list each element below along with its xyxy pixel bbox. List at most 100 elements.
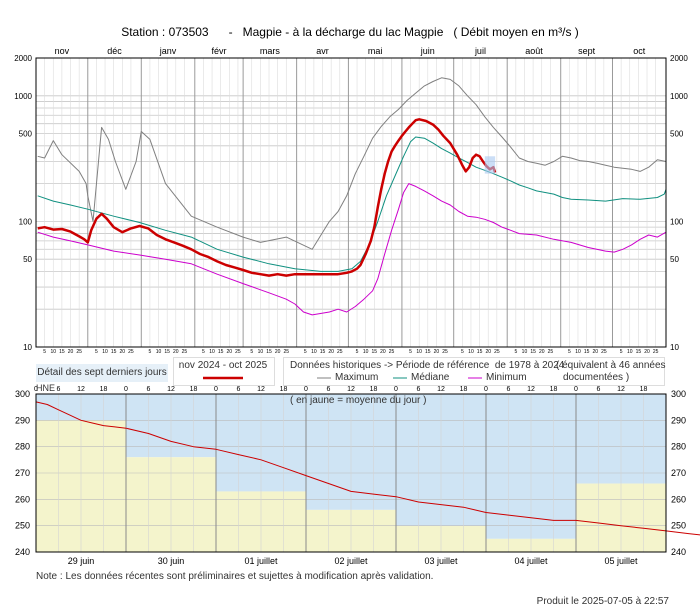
produced-timestamp: Produit le 2025-07-05 à 22:57 [536,596,669,607]
day-tick-label: 10 [50,349,56,355]
month-label: sept [578,46,596,56]
y-tick-label-right: 2000 [670,54,688,63]
hour-tick-label: 0 [34,386,38,393]
y-tick-label-left: 270 [15,468,30,478]
y-tick-label-left: 500 [19,130,33,139]
day-tick-label: 25 [494,349,500,355]
hour-tick-label: 6 [507,386,511,393]
day-tick-label: 10 [156,349,162,355]
day-tick-label: 25 [182,349,188,355]
y-tick-label-right: 1000 [670,92,688,101]
hour-tick-label: 18 [370,386,378,393]
y-tick-label-right: 260 [671,494,686,504]
y-tick-label-right: 270 [671,468,686,478]
month-label: mai [368,46,383,56]
day-tick-label: 25 [389,349,395,355]
day-tick-label: 10 [522,349,528,355]
day-tick-label: 20 [227,349,233,355]
day-label: 02 juillet [334,556,368,566]
hour-tick-label: 18 [190,386,198,393]
seven-day-detail-chart: 240 240 250 250 260 260 270 270 280 280 290 290 300 3… [15,386,700,566]
legend-median-label: Médiane [411,372,450,383]
last-seven-days-highlight [484,156,496,174]
month-label: nov [55,46,70,56]
day-tick-label: 15 [530,349,536,355]
day-tick-label: 25 [128,349,134,355]
day-tick-label: 15 [111,349,117,355]
legend-minimum-label: Minimum [486,372,527,383]
y-tick-label-right: 240 [671,547,686,557]
legend-period-box [173,357,275,386]
y-tick-label-left: 260 [15,494,30,504]
hour-tick-label: 18 [550,386,558,393]
hour-tick-label: 18 [460,386,468,393]
preliminary-data-note: Note : Les données récentes sont prélimi… [36,571,434,582]
day-tick-label: 5 [461,349,464,355]
day-tick-label: 20 [485,349,491,355]
hour-tick-label: 18 [640,386,648,393]
day-tick-label: 20 [120,349,126,355]
day-label: 03 juillet [424,556,458,566]
day-tick-label: 25 [442,349,448,355]
hour-tick-label: 0 [304,386,308,393]
hour-tick-label: 6 [597,386,601,393]
day-tick-label: 5 [202,349,205,355]
day-tick-label: 10 [575,349,581,355]
day-label: 30 juin [158,556,185,566]
series-median [37,136,667,272]
y-tick-label-left: 250 [15,521,30,531]
y-tick-label-right: 250 [671,521,686,531]
plot-frame [35,57,667,348]
day-tick-label: 15 [218,349,224,355]
hour-tick-label: 0 [394,386,398,393]
day-tick-label: 20 [328,349,334,355]
day-tick-label: 20 [539,349,545,355]
day-tick-label: 20 [275,349,281,355]
y-tick-label-right: 280 [671,442,686,452]
day-tick-label: 20 [434,349,440,355]
day-tick-label: 20 [592,349,598,355]
day-tick-label: 20 [68,349,74,355]
day-tick-label: 10 [416,349,422,355]
day-tick-label: 10 [311,349,317,355]
day-tick-label: 15 [477,349,483,355]
month-label: avr [316,46,329,56]
legend-maximum-label: Maximum [335,372,379,383]
y-tick-label-left: 1000 [14,92,32,101]
day-tick-label: 25 [76,349,82,355]
month-label: janv [159,46,177,56]
hour-tick-label: 6 [237,386,241,393]
hour-tick-label: 12 [437,386,445,393]
day-tick-label: 10 [102,349,108,355]
day-tick-label: 5 [514,349,517,355]
day-label: 29 juin [68,556,95,566]
day-tick-label: 5 [149,349,152,355]
day-tick-label: 5 [568,349,571,355]
hour-tick-label: 0 [124,386,128,393]
day-tick-label: 15 [320,349,326,355]
hour-tick-label: 18 [280,386,288,393]
y-tick-label-left: 280 [15,442,30,452]
day-tick-label: 5 [43,349,46,355]
hour-tick-label: 0 [484,386,488,393]
time-zone-label: HNE [36,383,56,393]
hour-tick-label: 12 [347,386,355,393]
y-tick-label-left: 50 [23,255,32,264]
y-tick-label-right: 50 [670,255,679,264]
day-tick-label: 15 [425,349,431,355]
month-label: oct [633,46,646,56]
legend-current-period: nov 2024 - oct 2025 [178,360,268,371]
day-label: 04 juillet [514,556,548,566]
day-tick-label: 15 [584,349,590,355]
day-tick-label: 20 [644,349,650,355]
y-tick-label-left: 290 [15,415,30,425]
day-tick-label: 15 [372,349,378,355]
series-maximum [37,77,667,250]
day-tick-label: 5 [250,349,253,355]
y-tick-label-right: 290 [671,415,686,425]
day-tick-label: 5 [620,349,623,355]
day-tick-label: 20 [173,349,179,355]
day-tick-label: 25 [548,349,554,355]
hour-tick-label: 12 [527,386,535,393]
